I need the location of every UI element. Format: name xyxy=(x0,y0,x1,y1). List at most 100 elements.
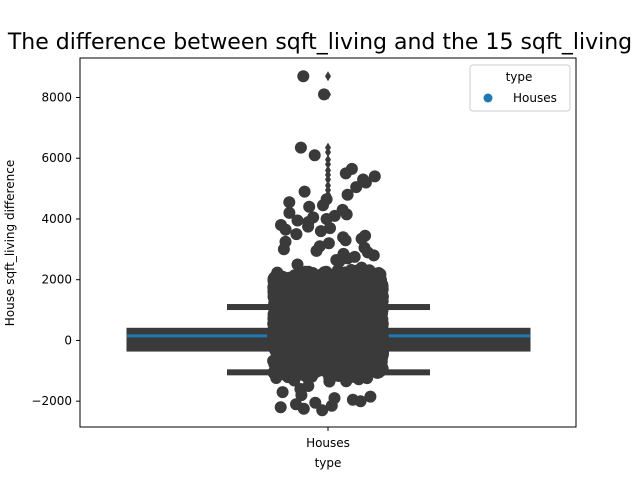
strip-point xyxy=(298,185,311,198)
strip-point xyxy=(333,305,346,318)
x-tick-label: Houses xyxy=(306,436,350,450)
outlier-marker xyxy=(325,174,331,185)
strip-point xyxy=(305,319,318,332)
strip-point xyxy=(297,402,310,415)
x-axis: Houses xyxy=(306,427,350,450)
strip-point xyxy=(295,278,308,291)
strip-point xyxy=(316,404,329,417)
strip-point xyxy=(314,225,327,238)
strip-point xyxy=(310,244,323,257)
y-tick-label: 4000 xyxy=(41,212,72,226)
strip-point xyxy=(270,351,283,364)
strip-point xyxy=(339,362,352,375)
strip-point xyxy=(291,214,304,227)
y-axis: −2000 0 2000 4000 6000 8000 xyxy=(31,90,80,408)
strip-point xyxy=(366,329,379,342)
strip-point xyxy=(350,313,363,326)
y-tick-label: 6000 xyxy=(41,151,72,165)
strip-point xyxy=(306,334,319,347)
strip-point xyxy=(325,399,338,412)
strip-point xyxy=(290,228,303,241)
y-tick-label: −2000 xyxy=(31,394,72,408)
strip-point xyxy=(279,223,292,236)
legend-frame xyxy=(469,64,571,112)
strip-point xyxy=(364,276,377,288)
strip-point xyxy=(274,401,287,414)
x-axis-title: type xyxy=(315,456,342,470)
plot-area xyxy=(126,70,531,417)
strip-point xyxy=(304,285,317,298)
outlier-marker xyxy=(325,159,331,170)
strip-point xyxy=(276,386,289,399)
strip-point xyxy=(302,362,315,375)
strip-point xyxy=(328,350,341,363)
strip-point xyxy=(268,322,281,335)
strip-point xyxy=(375,328,388,341)
strip-point xyxy=(339,167,352,180)
outlier-marker xyxy=(325,189,331,200)
y-axis-title: House sqft_living difference xyxy=(3,160,17,326)
strip-point xyxy=(349,276,362,289)
strip-point xyxy=(295,389,308,402)
strip-point xyxy=(303,200,316,213)
strip-point xyxy=(295,344,308,357)
strip-point xyxy=(373,278,386,291)
strip-point xyxy=(340,208,353,221)
strip-point xyxy=(322,237,335,250)
strip-point xyxy=(368,294,380,307)
outlier-marker xyxy=(325,89,331,100)
legend-label: Houses xyxy=(513,91,557,105)
strip-point xyxy=(367,249,380,262)
strip-point xyxy=(347,323,360,336)
strip-point xyxy=(355,232,368,245)
strip-point xyxy=(291,258,304,271)
strip-point xyxy=(268,290,281,303)
strip-point xyxy=(324,360,336,373)
strip-point xyxy=(341,188,354,201)
strip-point xyxy=(308,149,321,162)
strip-point xyxy=(361,345,374,357)
legend-marker xyxy=(483,93,493,103)
strip-point xyxy=(270,372,283,384)
strip-point xyxy=(374,268,387,281)
strip-point xyxy=(344,353,357,366)
strip-point xyxy=(359,176,372,189)
strip-point xyxy=(350,181,363,194)
strip-point xyxy=(277,341,289,354)
strip-point xyxy=(325,371,337,384)
strip-point xyxy=(297,70,310,83)
strip-point xyxy=(275,282,287,294)
strip-point xyxy=(282,326,295,339)
strip-point xyxy=(336,327,349,340)
strip-point xyxy=(333,255,346,268)
strip-point xyxy=(368,309,381,322)
strip-point xyxy=(309,396,322,409)
strip-point xyxy=(307,302,319,314)
strip-point xyxy=(350,363,363,376)
legend: type Houses xyxy=(469,64,571,112)
strip-point xyxy=(323,270,336,283)
outlier-marker xyxy=(325,71,331,82)
strip-point xyxy=(339,234,352,247)
strip-point xyxy=(294,141,307,154)
strip-point xyxy=(275,310,288,323)
chart-title: The difference between sqft_living and t… xyxy=(7,30,632,55)
strip-point xyxy=(339,273,351,286)
strip-point xyxy=(283,206,296,219)
y-tick-label: 2000 xyxy=(41,273,72,287)
strip-point xyxy=(293,296,306,309)
strip-point xyxy=(277,243,290,256)
strip-point xyxy=(354,395,367,408)
strip-point xyxy=(311,277,324,290)
strip-point xyxy=(320,213,333,225)
y-tick-label: 0 xyxy=(64,333,72,347)
legend-title: type xyxy=(506,70,533,84)
strip-point xyxy=(364,390,377,403)
strip-point xyxy=(303,351,316,364)
strip-point xyxy=(289,370,302,383)
strip-point xyxy=(318,308,330,321)
strip-point xyxy=(302,220,315,233)
y-tick-label: 8000 xyxy=(41,90,72,104)
strip-point xyxy=(338,338,351,351)
